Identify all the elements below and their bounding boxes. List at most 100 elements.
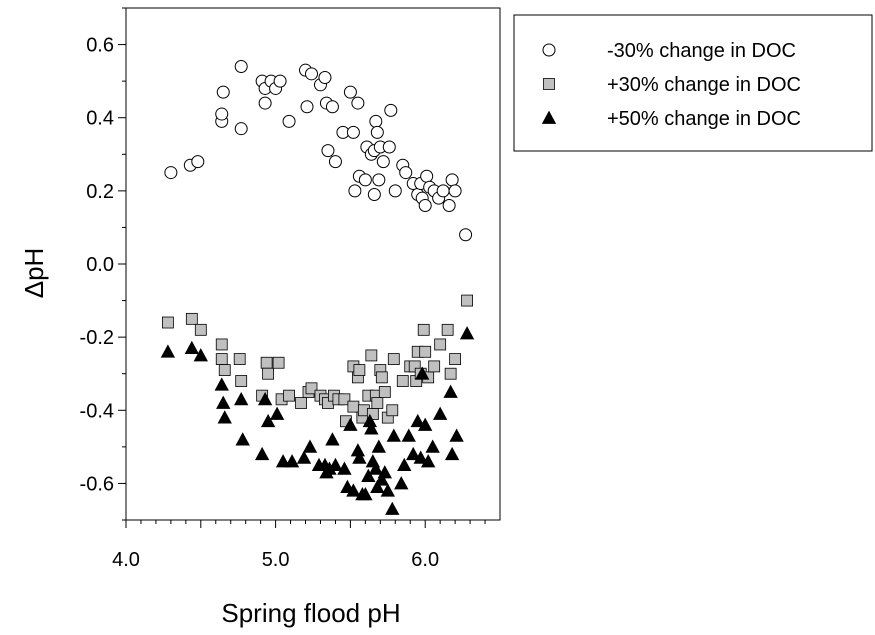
y-tick-label: 0.0 bbox=[86, 254, 114, 276]
data-point-square bbox=[444, 367, 457, 380]
y-tick-label: 0.2 bbox=[86, 181, 114, 203]
data-point-triangle bbox=[325, 432, 340, 446]
data-point-square bbox=[215, 338, 228, 351]
legend-marker-square bbox=[543, 78, 555, 90]
data-point-circle bbox=[346, 125, 360, 139]
data-point-square bbox=[371, 397, 384, 409]
data-point-circle bbox=[382, 140, 396, 154]
data-point-triangle bbox=[160, 344, 176, 358]
data-point-triangle bbox=[459, 326, 475, 340]
data-point-circle bbox=[351, 96, 365, 110]
data-point-triangle bbox=[444, 446, 460, 461]
data-point-circle bbox=[282, 114, 296, 128]
legend-label-0: -30% change in DOC bbox=[607, 40, 796, 62]
data-point-triangle bbox=[380, 483, 395, 497]
data-point-square bbox=[347, 400, 360, 413]
data-point-triangle bbox=[410, 413, 425, 428]
axes: 4.0 5.0 6.0 -0.6 -0.4 -0.2 0.0 0.2 0.4 0.6 bbox=[80, 7, 501, 571]
data-point-square bbox=[461, 294, 473, 307]
legend-marker-square bbox=[543, 78, 555, 90]
data-point-triangle bbox=[358, 487, 373, 501]
data-point-circle bbox=[325, 100, 339, 114]
data-point-triangle bbox=[413, 450, 428, 464]
data-point-circle bbox=[328, 155, 342, 169]
data-point-triangle bbox=[235, 432, 250, 446]
data-point-square bbox=[378, 386, 391, 398]
data-points bbox=[160, 60, 475, 515]
data-point-circle bbox=[234, 60, 248, 74]
data-point-square bbox=[353, 364, 366, 376]
legend-item-1: +30% change in DOC bbox=[543, 74, 801, 96]
data-point-square bbox=[387, 353, 400, 365]
y-tick-label: 0.6 bbox=[86, 35, 114, 57]
legend-marker-circle bbox=[542, 43, 556, 57]
data-point-square bbox=[262, 367, 275, 380]
data-point-triangle bbox=[254, 446, 270, 461]
data-point-circle bbox=[442, 198, 456, 212]
y-tick-label: -0.6 bbox=[80, 473, 114, 495]
data-point-circle bbox=[321, 144, 335, 158]
data-point-triangle bbox=[425, 439, 440, 453]
data-point-square bbox=[449, 353, 462, 365]
series-triangle bbox=[160, 326, 475, 515]
data-point-triangle bbox=[432, 406, 448, 420]
data-point-circle bbox=[370, 125, 384, 139]
data-point-square bbox=[408, 360, 421, 373]
legend-item-2: +50% change in DOC bbox=[541, 108, 801, 130]
data-point-square bbox=[235, 375, 248, 387]
data-point-square bbox=[233, 353, 246, 365]
data-point-square bbox=[419, 345, 432, 358]
data-point-triangle bbox=[418, 417, 433, 431]
data-point-triangle bbox=[346, 483, 361, 497]
data-point-square bbox=[161, 316, 174, 329]
x-axis-label: Spring flood pH bbox=[221, 598, 400, 628]
data-point-square bbox=[272, 356, 285, 369]
data-point-triangle bbox=[443, 384, 458, 398]
data-point-square bbox=[218, 364, 231, 376]
data-point-triangle bbox=[302, 439, 318, 453]
legend-box bbox=[513, 14, 873, 152]
data-point-triangle bbox=[193, 348, 208, 362]
data-point-circle bbox=[418, 198, 432, 212]
data-point-circle bbox=[215, 107, 229, 121]
data-point-square bbox=[417, 323, 430, 336]
data-point-circle bbox=[388, 184, 402, 198]
data-point-triangle bbox=[361, 468, 376, 483]
data-point-circle bbox=[318, 70, 332, 84]
data-point-circle bbox=[459, 228, 473, 242]
data-point-square bbox=[428, 360, 441, 373]
data-point-triangle bbox=[214, 377, 229, 391]
data-point-triangle bbox=[401, 428, 416, 442]
data-point-triangle bbox=[284, 454, 300, 468]
y-axis-label: ΔpH bbox=[19, 248, 49, 299]
data-point-circle bbox=[216, 85, 230, 99]
data-point-triangle bbox=[328, 457, 343, 472]
data-point-circle bbox=[399, 166, 413, 180]
data-point-triangle bbox=[296, 450, 312, 464]
data-point-square bbox=[305, 382, 318, 395]
data-point-triangle bbox=[394, 476, 409, 490]
data-point-triangle bbox=[370, 479, 385, 493]
data-point-circle bbox=[234, 122, 248, 136]
data-point-circle bbox=[258, 96, 272, 110]
data-point-triangle bbox=[257, 391, 273, 406]
data-point-triangle bbox=[406, 446, 421, 461]
data-point-square bbox=[434, 338, 447, 351]
data-point-circle bbox=[300, 100, 314, 114]
data-point-triangle bbox=[368, 461, 384, 475]
data-point-triangle bbox=[377, 465, 392, 479]
data-point-square bbox=[215, 353, 228, 365]
x-tick-label: 5.0 bbox=[262, 549, 290, 571]
data-point-circle bbox=[448, 184, 462, 198]
data-point-triangle bbox=[364, 421, 379, 435]
data-point-triangle bbox=[260, 413, 276, 428]
data-point-circle bbox=[343, 85, 357, 99]
data-point-square bbox=[283, 389, 295, 402]
data-point-circle bbox=[384, 103, 398, 117]
data-point-square bbox=[185, 312, 198, 325]
data-point-circle bbox=[420, 169, 434, 183]
data-point-square bbox=[194, 323, 207, 336]
data-point-triangle bbox=[184, 340, 199, 355]
data-point-triangle bbox=[337, 461, 352, 475]
plot-frame bbox=[125, 7, 501, 521]
